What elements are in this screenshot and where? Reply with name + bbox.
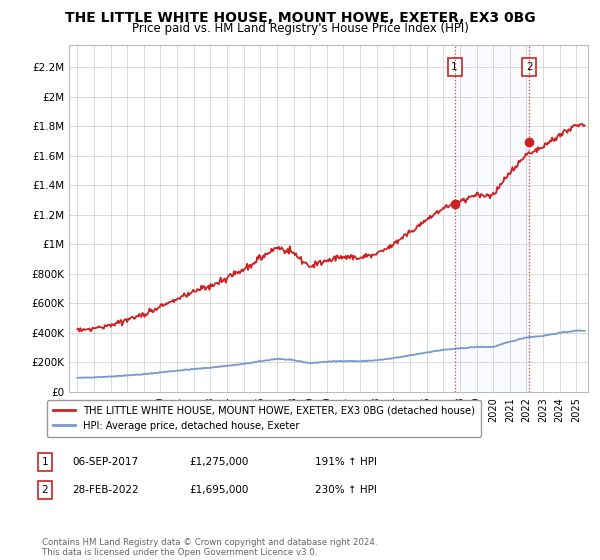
Legend: THE LITTLE WHITE HOUSE, MOUNT HOWE, EXETER, EX3 0BG (detached house), HPI: Avera: THE LITTLE WHITE HOUSE, MOUNT HOWE, EXET… — [47, 400, 481, 437]
Text: 1: 1 — [451, 62, 458, 72]
Text: 230% ↑ HPI: 230% ↑ HPI — [315, 485, 377, 495]
Text: £1,275,000: £1,275,000 — [189, 457, 248, 467]
Text: £1,695,000: £1,695,000 — [189, 485, 248, 495]
Text: 191% ↑ HPI: 191% ↑ HPI — [315, 457, 377, 467]
Text: 2: 2 — [526, 62, 532, 72]
Text: 2: 2 — [41, 485, 49, 495]
Text: Price paid vs. HM Land Registry's House Price Index (HPI): Price paid vs. HM Land Registry's House … — [131, 22, 469, 35]
Bar — [455, 45, 529, 392]
Text: Contains HM Land Registry data © Crown copyright and database right 2024.
This d: Contains HM Land Registry data © Crown c… — [42, 538, 377, 557]
Text: 28-FEB-2022: 28-FEB-2022 — [72, 485, 139, 495]
Text: THE LITTLE WHITE HOUSE, MOUNT HOWE, EXETER, EX3 0BG: THE LITTLE WHITE HOUSE, MOUNT HOWE, EXET… — [65, 11, 535, 25]
Text: 1: 1 — [41, 457, 49, 467]
Text: 06-SEP-2017: 06-SEP-2017 — [72, 457, 138, 467]
